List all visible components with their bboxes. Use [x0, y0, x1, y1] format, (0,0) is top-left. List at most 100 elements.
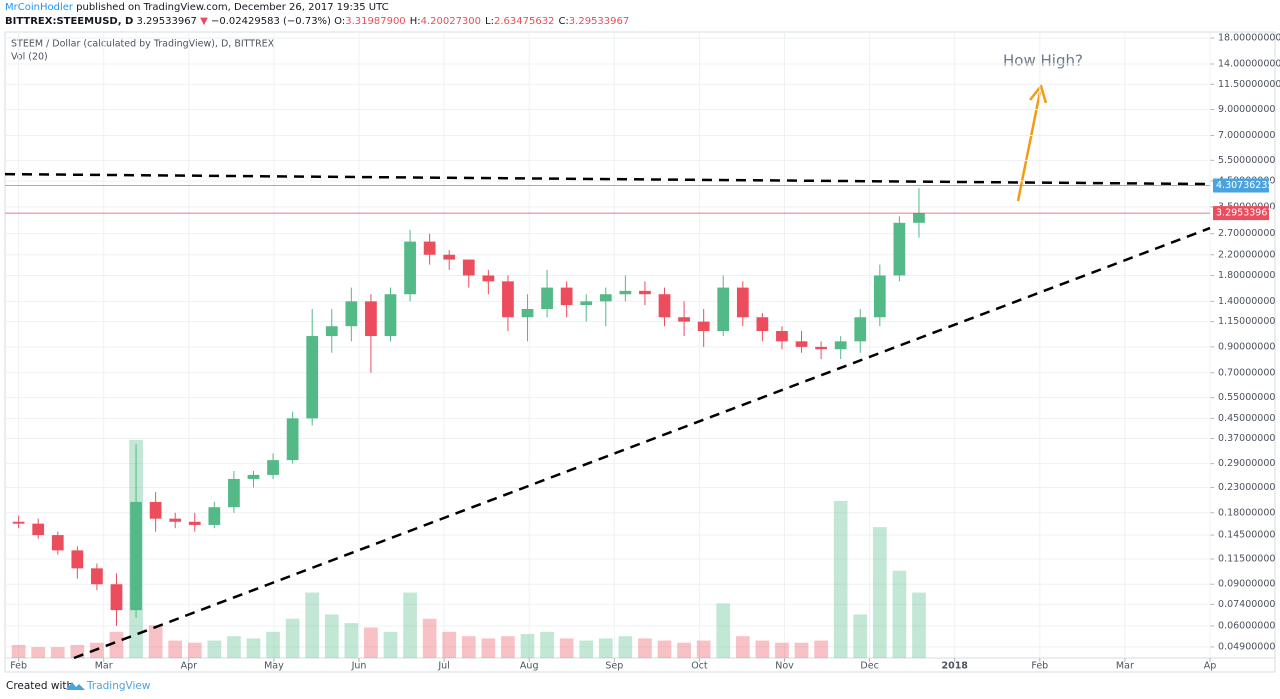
y-tick-label: 18.00000000	[1218, 33, 1280, 44]
candle-body	[228, 478, 240, 508]
candle-body	[130, 501, 142, 611]
candle-body	[51, 535, 64, 551]
y-tick-label: 0.14500000	[1218, 530, 1275, 541]
volume-bar	[833, 500, 848, 658]
candle-body	[188, 521, 201, 525]
volume-bar	[794, 642, 809, 658]
candle-body	[521, 308, 534, 318]
y-tick-label: 11.50000000	[1218, 79, 1280, 90]
volume-bar	[598, 638, 613, 658]
header-line-2: BITTREX:STEEMUSD, D 3.29533967 ▼ −0.0242…	[5, 16, 633, 27]
y-tick-label: 0.06000000	[1218, 621, 1275, 632]
candle-body	[267, 460, 279, 475]
candle-body	[110, 584, 123, 611]
volume-bar	[422, 618, 437, 658]
volume-bar	[442, 631, 457, 658]
candle-body	[286, 418, 299, 461]
candle-body	[913, 212, 925, 223]
header-line-1: MrCoinHodler published on TradingView.co…	[5, 2, 389, 13]
ohlc-label: L:	[485, 16, 494, 27]
logo	[66, 682, 85, 690]
candle-body	[678, 317, 690, 322]
candle-body	[756, 317, 769, 332]
ohlc-label: H:	[409, 16, 421, 27]
y-tick-label: 9.00000000	[1218, 104, 1275, 115]
arrow-head	[1029, 83, 1048, 104]
y-tick-label: 0.23000000	[1218, 482, 1275, 493]
y-tick-label: 0.04900000	[1218, 641, 1275, 652]
footer: Created with TradingView	[6, 680, 151, 692]
x-tick-label: May	[264, 661, 284, 672]
candle-body	[834, 341, 847, 350]
footer-brand[interactable]: TradingView	[86, 680, 151, 692]
last: 3.29533967	[136, 16, 197, 27]
volume-bar	[618, 636, 633, 658]
x-tick-label: Nov	[775, 661, 794, 672]
volume-bar	[227, 636, 241, 658]
candle-body	[423, 241, 436, 255]
author[interactable]: MrCoinHodler	[5, 2, 73, 13]
candle-body	[345, 301, 358, 327]
y-tick-label: 2.20000000	[1218, 249, 1275, 260]
x-tick-label: Dec	[860, 661, 878, 672]
volume-bar	[344, 623, 359, 658]
y-tick-label: 0.29000000	[1218, 458, 1275, 469]
candle-body	[854, 317, 867, 342]
price-label-bg	[1213, 206, 1269, 221]
arrow-shaft	[1016, 91, 1042, 202]
candle-body	[560, 287, 573, 306]
volume-bar	[775, 642, 789, 658]
volume-bar	[579, 640, 594, 658]
candle-body	[384, 294, 397, 337]
volume-bar	[814, 640, 828, 658]
ohlc: O:3.31987900 H:4.20027300 L:2.63475632 C:3.…	[334, 16, 633, 27]
volume-bar	[148, 625, 163, 658]
x-tick-label: Apr	[181, 661, 198, 672]
candle-body	[149, 501, 162, 519]
volume-bar	[266, 631, 280, 658]
y-tick-label: 7.00000000	[1218, 130, 1275, 141]
candle-body	[12, 521, 25, 524]
volume-bar	[31, 647, 46, 658]
y-tick-label: 0.45000000	[1218, 413, 1275, 424]
x-tick-label: Jul	[437, 661, 449, 672]
arrow: ▼	[200, 16, 208, 27]
y-tick-label: 14.00000000	[1218, 59, 1280, 70]
volume-bar	[892, 570, 907, 658]
published: published on TradingView.com, December 2…	[76, 2, 389, 13]
candle-body	[306, 336, 319, 419]
ohlc-value: 4.20027300	[420, 16, 482, 27]
price-label-bg	[1213, 178, 1269, 193]
volume-bar	[657, 640, 672, 658]
volume-bar	[364, 627, 378, 658]
candle-body	[443, 254, 456, 260]
volume-bar	[324, 614, 339, 658]
volume-label: Vol (20)	[11, 52, 48, 63]
volume-bar	[559, 638, 574, 658]
candle-body	[580, 301, 593, 306]
x-tick-label: Sep	[605, 661, 623, 672]
volume-bar	[285, 618, 300, 658]
footer-text: Created with	[6, 680, 73, 692]
trendline	[73, 226, 1211, 660]
volume-bar	[246, 638, 261, 658]
volume-bar	[11, 644, 26, 658]
y-tick-label: 2.70000000	[1218, 228, 1275, 239]
candle-body	[619, 290, 632, 295]
volume-bar	[638, 638, 652, 658]
candle-body	[502, 281, 514, 318]
x-tick-label: Ap	[1204, 661, 1217, 672]
x-tick-label: Jun	[351, 661, 367, 672]
volume-bar	[403, 592, 417, 658]
candle-body	[462, 259, 475, 276]
symbol: BITTREX:STEEMUSD, D	[5, 16, 134, 27]
candle-body	[717, 287, 730, 332]
candle-body	[599, 294, 612, 302]
y-tick-label: 5.50000000	[1218, 155, 1275, 166]
volume-bar	[696, 640, 711, 658]
volume-bar	[501, 636, 515, 658]
x-tick-label: Feb	[1031, 661, 1048, 672]
volume-bar	[872, 527, 887, 658]
candle-body	[795, 341, 808, 347]
